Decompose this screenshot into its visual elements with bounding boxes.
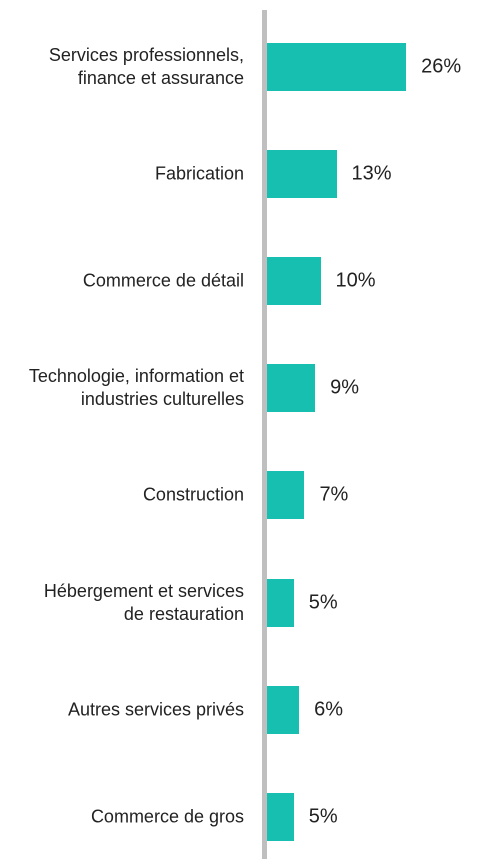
value-label: 5% [308,805,338,828]
category-label: Services professionnels, finance et assu… [48,45,244,88]
bar [267,364,316,413]
bar [267,578,294,627]
bar [267,43,407,91]
category-label: Hébergement et services de restauration [43,580,244,624]
bar [267,150,337,199]
value-label: 9% [330,376,360,399]
value-label: 26% [421,55,462,78]
bar [267,257,321,306]
value-label: 13% [351,162,392,185]
bar [267,792,294,841]
bar [267,685,300,734]
value-label: 10% [335,269,376,292]
category-label: Construction [142,484,244,505]
value-label: 7% [319,483,349,506]
category-label: Commerce de détail [82,270,244,291]
value-label: 6% [314,698,343,721]
category-label: Fabrication [154,163,244,184]
category-label: Autres services privés [67,699,244,720]
bar [267,471,305,520]
category-label: Commerce de gros [90,806,244,827]
axis-line [262,10,267,859]
category-label: Technologie, information et industries c… [28,366,244,410]
value-label: 5% [308,591,338,613]
